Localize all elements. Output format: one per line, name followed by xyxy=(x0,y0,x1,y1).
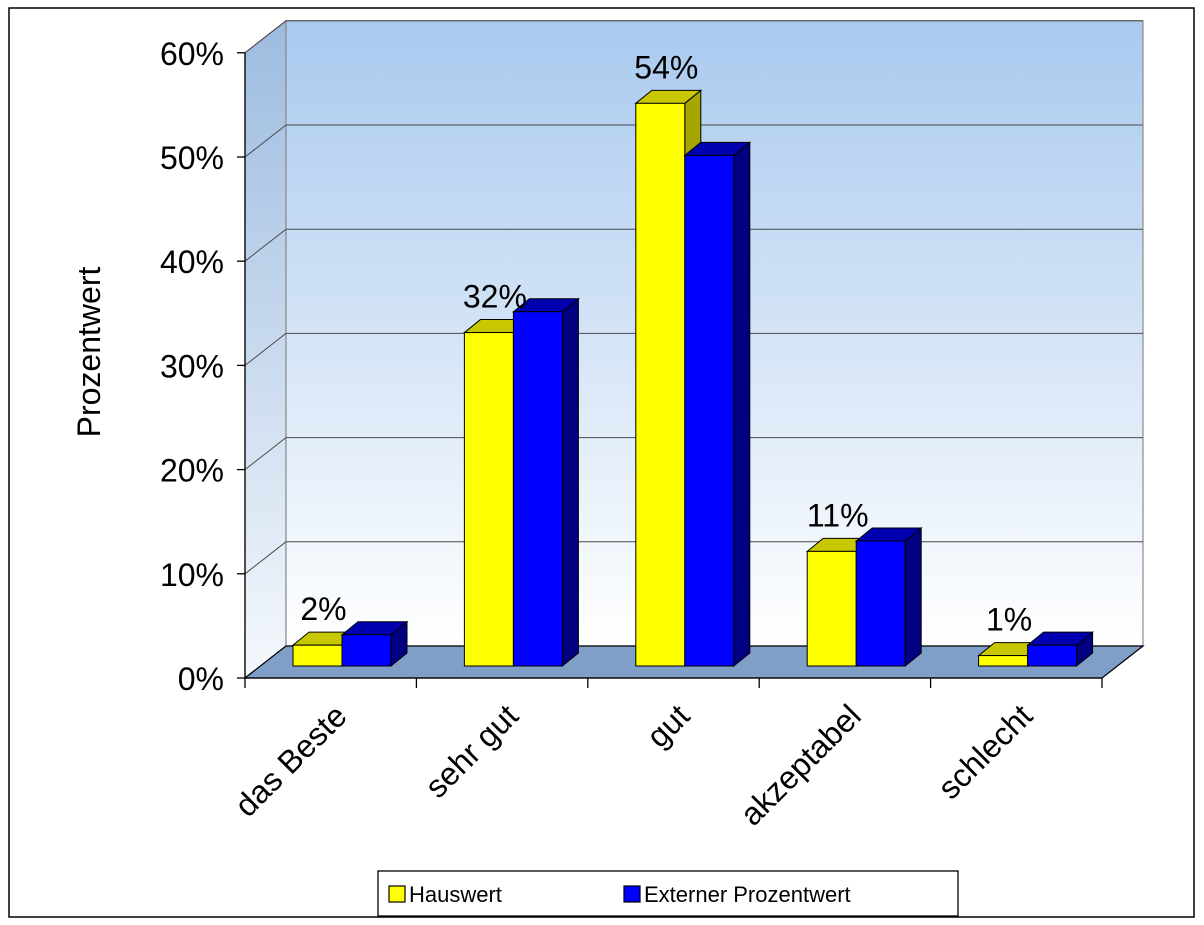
y-axis-title: Prozentwert xyxy=(71,267,107,438)
gridline xyxy=(244,437,1143,470)
legend-label: Externer Prozentwert xyxy=(644,882,851,907)
data-label: 54% xyxy=(634,49,698,85)
legend-box xyxy=(377,870,959,917)
y-tick-label: 10% xyxy=(160,557,224,593)
data-label: 2% xyxy=(300,591,346,627)
y-tick-label: 40% xyxy=(160,244,224,280)
bar-front xyxy=(341,634,392,667)
bar-front xyxy=(463,332,514,667)
gridline xyxy=(244,124,1143,158)
bar-side xyxy=(733,141,751,668)
legend-swatch xyxy=(623,885,641,903)
gridline xyxy=(244,228,1143,262)
y-tick-label: 20% xyxy=(160,453,224,489)
bar-side xyxy=(561,297,579,668)
bar xyxy=(854,526,923,668)
y-tick-label: 0% xyxy=(178,661,224,697)
bar xyxy=(340,620,409,668)
y-tick-label: 30% xyxy=(160,348,224,384)
bar-front xyxy=(292,644,343,667)
bar-front xyxy=(635,102,686,667)
y-tick-label: 50% xyxy=(160,140,224,176)
bar-front xyxy=(1027,644,1078,667)
legend-swatch xyxy=(388,885,406,903)
bar-front xyxy=(855,540,906,667)
bar-front xyxy=(512,311,563,667)
bar-front xyxy=(806,550,857,667)
bar-side xyxy=(904,526,922,668)
bar-front xyxy=(978,655,1029,667)
bar xyxy=(1026,631,1095,668)
legend: Hauswert Externer Prozentwert xyxy=(377,870,959,917)
bar xyxy=(683,141,752,668)
gridline xyxy=(244,20,1143,54)
y-tick-label: 60% xyxy=(160,36,224,72)
bar xyxy=(511,297,580,668)
data-label: 32% xyxy=(463,279,527,315)
legend-label: Hauswert xyxy=(409,882,502,907)
gridline xyxy=(244,332,1143,366)
bar-front xyxy=(684,154,735,667)
data-label: 11% xyxy=(807,497,869,533)
data-label: 1% xyxy=(986,602,1032,638)
